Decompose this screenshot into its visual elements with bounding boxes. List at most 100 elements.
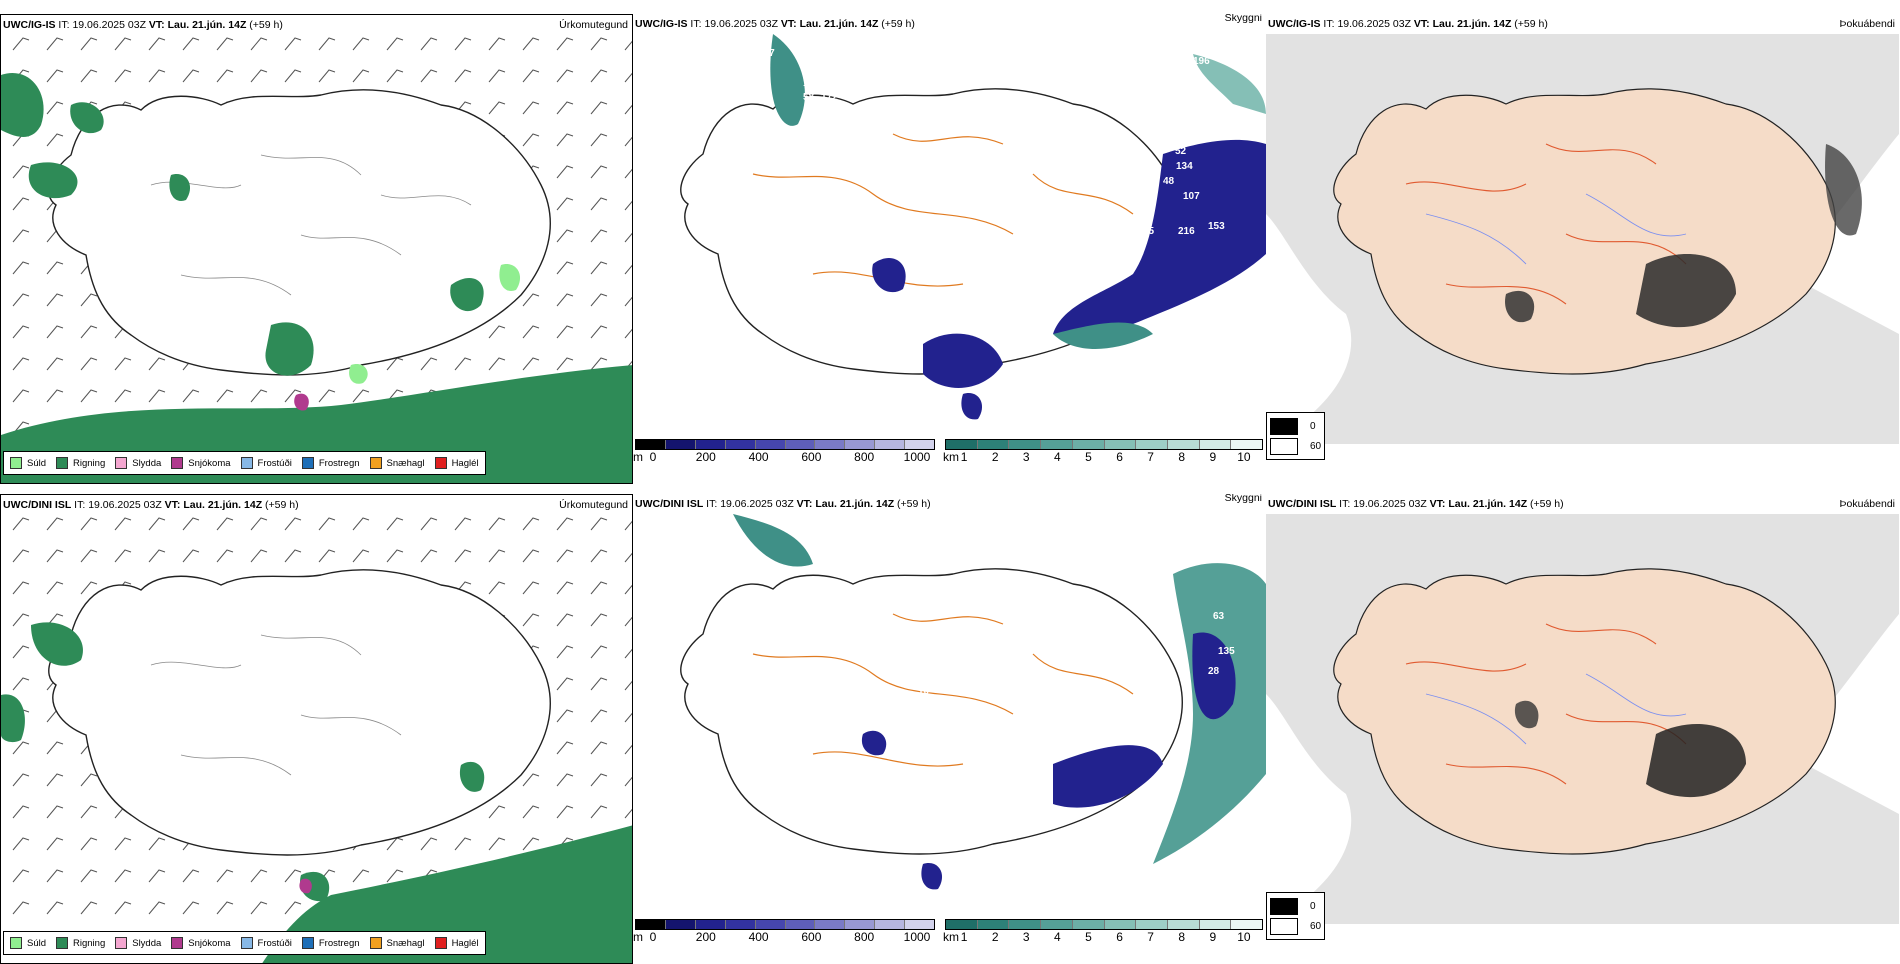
- colorbar-tick: 6: [1116, 450, 1123, 464]
- wind-barb: [216, 389, 234, 403]
- colorbar-segment: [785, 440, 816, 449]
- wind-barb: [46, 69, 64, 83]
- precip-legend-item: Haglél: [434, 457, 479, 469]
- colorbar-tick: 1000: [903, 930, 931, 944]
- colorbar-unit: km: [943, 930, 959, 944]
- wind-barb: [148, 517, 166, 531]
- wind-barb: [590, 69, 608, 83]
- wind-barb: [46, 37, 64, 51]
- wind-barb: [46, 293, 64, 307]
- precip-legend-item: Slydda: [115, 457, 161, 469]
- visibility-label: 121: [793, 296, 810, 307]
- precip-legend-swatch: [301, 457, 314, 469]
- colorbar-segment: [665, 920, 696, 929]
- visibility-colorbar-strip: [945, 919, 1263, 930]
- wind-barb: [114, 357, 132, 371]
- colorbar-tick: 10: [1237, 930, 1251, 944]
- colorbar-tick: 2: [991, 450, 999, 464]
- colorbar-segment: [1104, 440, 1137, 449]
- wind-barb: [80, 549, 98, 563]
- colorbar-segment: [1231, 920, 1263, 929]
- colorbar-segment: [1199, 440, 1232, 449]
- cloud-panel-row1: UWC/IG-IS IT: 19.06.2025 03Z VT: Lau. 21…: [633, 14, 1266, 484]
- wind-barb: [80, 581, 98, 595]
- wind-barb: [182, 549, 200, 563]
- wind-barb: [386, 69, 404, 83]
- wind-barb: [556, 101, 574, 115]
- wind-barb: [454, 37, 472, 51]
- wind-barb: [12, 197, 30, 211]
- wind-barb: [556, 549, 574, 563]
- wind-barb: [556, 741, 574, 755]
- cloud-map: 52 63 135 28 126 41 65 38 37 100 10 36: [680, 514, 1266, 912]
- wind-barb: [250, 549, 268, 563]
- precip-legend-swatch: [56, 937, 69, 949]
- colorbar-segment: [946, 920, 978, 929]
- precip-legend-label: Snæhagl: [386, 457, 425, 469]
- wind-barb: [488, 325, 506, 339]
- precip-legend-label: Snjókoma: [188, 937, 231, 949]
- colorbar-segment: [977, 920, 1010, 929]
- precip-legend-swatch: [369, 937, 382, 949]
- wind-barb: [590, 741, 608, 755]
- wind-barb: [556, 645, 574, 659]
- wind-barb: [590, 517, 608, 531]
- wind-barb: [318, 69, 336, 83]
- precip-panel-row1: UWC/IG-IS IT: 19.06.2025 03Z VT: Lau. 21…: [0, 14, 633, 484]
- wind-barb: [386, 37, 404, 51]
- colorbar-segment: [1231, 440, 1263, 449]
- wind-barb: [46, 741, 64, 755]
- wind-barb: [352, 389, 370, 403]
- wind-barb: [250, 901, 268, 915]
- colorbar-segment: [1072, 920, 1105, 929]
- visibility-label: 135: [1218, 646, 1235, 657]
- precip-legend-label: Snjókoma: [188, 457, 231, 469]
- visibility-label: 107: [1183, 191, 1200, 202]
- fog-legend: 0 60: [1266, 412, 1326, 460]
- wind-barb: [12, 517, 30, 531]
- colorbar-segment: [1041, 920, 1073, 929]
- wind-barb: [556, 325, 574, 339]
- visibility-label: 58: [803, 92, 815, 103]
- wind-barb: [46, 613, 64, 627]
- precip-legend-item: Snæhagl: [369, 457, 425, 469]
- wind-barb: [386, 389, 404, 403]
- colorbar-tick: 9: [1209, 930, 1217, 944]
- precip-legend-swatch: [171, 457, 184, 469]
- wind-barb: [420, 357, 438, 371]
- wind-barb: [522, 101, 540, 115]
- precip-legend-swatch: [434, 937, 447, 949]
- wind-barb: [284, 901, 302, 915]
- precip-legend-item: Snjókoma: [171, 937, 231, 949]
- precip-legend-swatch: [171, 937, 184, 949]
- visibility-label: 67: [918, 301, 930, 312]
- wind-barb: [12, 581, 30, 595]
- wind-barb: [624, 744, 632, 755]
- colorbar-tick: 8: [1178, 930, 1186, 944]
- wind-barb: [624, 552, 632, 563]
- wind-barb: [522, 773, 540, 787]
- precip-legend-item: Rigning: [56, 457, 105, 469]
- wind-barb: [624, 712, 632, 723]
- colorbar-segment: [755, 920, 786, 929]
- wind-barb: [12, 773, 30, 787]
- wind-barb: [46, 101, 64, 115]
- wind-barb: [590, 677, 608, 691]
- colorbar-segment: [1136, 920, 1168, 929]
- panel-header: UWC/DINI ISL IT: 19.06.2025 03Z VT: Lau.…: [3, 499, 299, 511]
- wind-barb: [318, 389, 336, 403]
- visibility-label: 30: [823, 331, 835, 342]
- fog-legend: 0 60: [1266, 892, 1326, 940]
- precip-legend-label: Frostregn: [318, 937, 360, 949]
- height-colorbar-ticks: m 0 200 400 600 800 1000: [633, 930, 935, 944]
- precip-legend-label: Haglél: [451, 937, 479, 949]
- wind-barb: [12, 389, 30, 403]
- wind-barb: [46, 325, 64, 339]
- wind-barb: [148, 549, 166, 563]
- precip-legend-label: Rigning: [73, 457, 106, 469]
- wind-barb: [46, 773, 64, 787]
- colorbar-segment: [1072, 440, 1105, 449]
- precip-legend-swatch: [240, 937, 253, 949]
- fog-panel-row2: UWC/DINI ISL IT: 19.06.2025 03Z VT: Lau.…: [1266, 494, 1899, 964]
